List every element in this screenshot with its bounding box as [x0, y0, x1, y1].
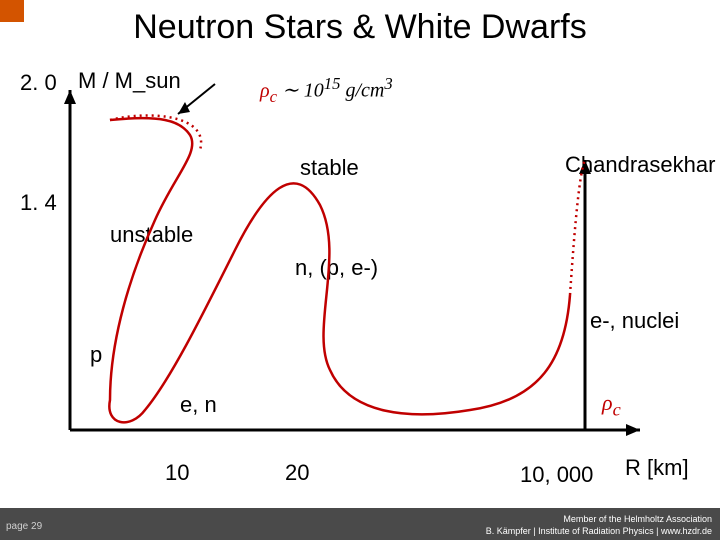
footer: page 29 Member of the Helmholtz Associat…: [0, 508, 720, 540]
wd-dotted-curve: [570, 160, 585, 295]
mass-radius-curve: [109, 118, 570, 422]
x-tick-10: 10: [165, 460, 189, 486]
y-axis-arrow: [64, 90, 76, 104]
page-number: page 29: [6, 521, 42, 532]
x-axis-arrow: [626, 424, 640, 436]
slide: Neutron Stars & White Dwarfs 2. 0 1. 4 M…: [0, 0, 720, 540]
diagram: [10, 60, 710, 480]
slide-title: Neutron Stars & White Dwarfs: [0, 8, 720, 47]
footer-line2: B. Kämpfer | Institute of Radiation Phys…: [486, 526, 712, 536]
pointer-head: [178, 102, 190, 114]
footer-line1: Member of the Helmholtz Association: [563, 514, 712, 524]
x-axis-label: R [km]: [625, 455, 689, 481]
wd-arrow-head: [579, 160, 591, 174]
x-tick-20: 20: [285, 460, 309, 486]
x-tick-10000: 10, 000: [520, 462, 593, 488]
